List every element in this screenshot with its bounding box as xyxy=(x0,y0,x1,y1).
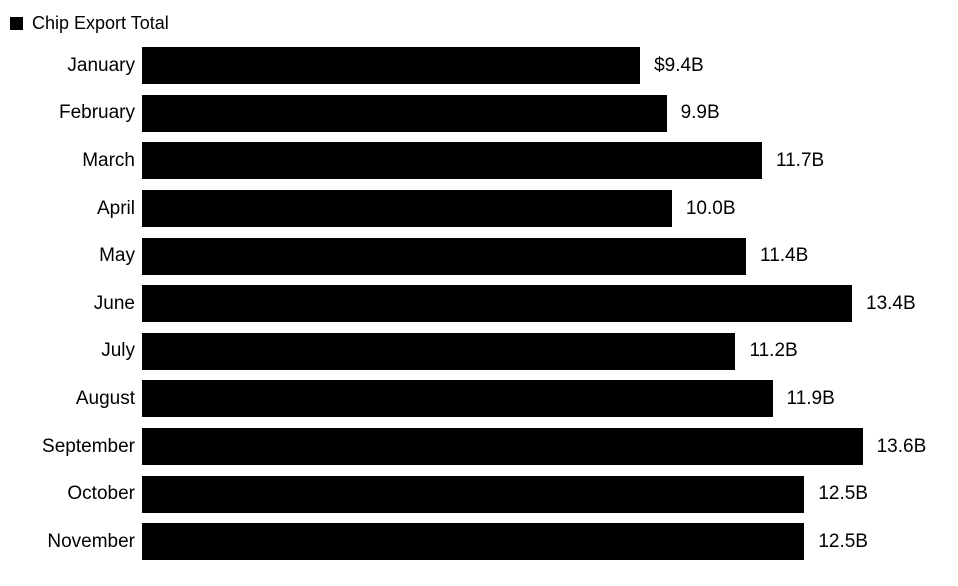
bar xyxy=(142,94,667,132)
value-label: 11.7B xyxy=(775,149,825,171)
value-label: 9.9B xyxy=(680,102,720,124)
bar-track: 10.0B xyxy=(142,185,958,233)
bar xyxy=(142,475,805,513)
category-label: February xyxy=(58,102,135,124)
bar-track: 12.5B xyxy=(142,470,958,518)
bar-row: February 9.9B xyxy=(0,90,958,138)
bar xyxy=(142,47,641,85)
value-label: 13.6B xyxy=(876,435,927,457)
legend-label: Chip Export Total xyxy=(32,13,169,33)
category-label: July xyxy=(101,340,135,362)
bar-track: $9.4B xyxy=(142,42,958,90)
bar xyxy=(142,190,672,228)
category-label: June xyxy=(93,292,135,314)
bar xyxy=(142,237,747,275)
bar xyxy=(142,428,863,466)
value-label: $9.4B xyxy=(654,54,704,76)
bar xyxy=(142,523,805,561)
value-label: 11.9B xyxy=(786,387,835,409)
legend-swatch-icon xyxy=(10,16,23,30)
value-label: 12.5B xyxy=(818,530,868,552)
bar-row: July 11.2B xyxy=(0,328,958,376)
category-label: May xyxy=(99,245,135,267)
category-label: March xyxy=(82,149,135,171)
bar xyxy=(142,285,853,323)
bar-row: October 12.5B xyxy=(0,470,958,518)
bar-row: March 11.7B xyxy=(0,137,958,185)
bar-row: May 11.4B xyxy=(0,232,958,280)
bar-row: January $9.4B xyxy=(0,42,958,90)
bar xyxy=(142,380,773,418)
bar-track: 11.7B xyxy=(142,137,958,185)
value-label: 13.4B xyxy=(866,292,916,314)
value-label: 10.0B xyxy=(685,197,736,219)
category-label: November xyxy=(47,530,135,552)
bar-track: 11.2B xyxy=(142,328,958,376)
bar-track: 13.4B xyxy=(142,280,958,328)
category-label: April xyxy=(96,197,135,219)
bar-row: November 12.5B xyxy=(0,518,958,566)
value-label: 12.5B xyxy=(818,483,868,505)
bar-row: August 11.9B xyxy=(0,375,958,423)
bar-track: 9.9B xyxy=(142,90,958,138)
bar-track: 11.4B xyxy=(142,232,958,280)
value-label: 11.2B xyxy=(749,340,798,362)
category-label: October xyxy=(67,483,135,505)
bar-row: September 13.6B xyxy=(0,423,958,471)
bar-track: 12.5B xyxy=(142,518,958,566)
bar xyxy=(142,332,736,370)
bar-row: April 10.0B xyxy=(0,185,958,233)
legend: Chip Export Total xyxy=(10,12,958,34)
bar-track: 11.9B xyxy=(142,375,958,423)
bar xyxy=(142,142,762,180)
bar-row: June 13.4B xyxy=(0,280,958,328)
category-label: September xyxy=(42,435,135,457)
value-label: 11.4B xyxy=(760,245,809,267)
bar-track: 13.6B xyxy=(142,423,958,471)
category-label: January xyxy=(67,54,135,76)
category-label: August xyxy=(75,387,135,409)
chart-rows: January $9.4B February 9.9B March 11.7B … xyxy=(0,42,958,566)
